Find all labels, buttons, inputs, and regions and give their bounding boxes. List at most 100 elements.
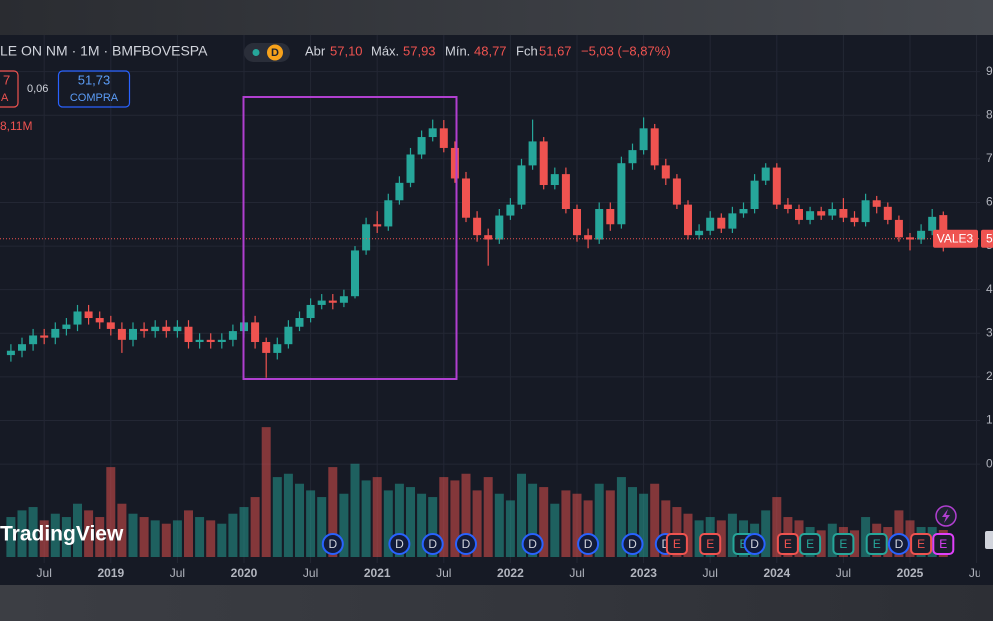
event-marker[interactable] <box>421 533 444 555</box>
candle-body <box>428 128 437 138</box>
event-marker[interactable] <box>799 533 822 555</box>
volume-bar <box>306 490 316 557</box>
y-tick-label: 70,00 <box>986 151 993 165</box>
candle-body <box>306 304 315 319</box>
event-marker[interactable] <box>455 533 477 555</box>
volume-bar <box>117 503 127 557</box>
event-marker[interactable] <box>832 533 855 555</box>
x-tick-label: 2025 <box>897 566 924 580</box>
volume-bar <box>361 480 371 557</box>
event-marker[interactable] <box>699 533 722 555</box>
y-tick-label: 0,00 <box>986 456 993 470</box>
candle-body <box>706 217 715 231</box>
volume-bar <box>295 483 304 557</box>
volume-bar <box>39 520 49 557</box>
candle-body <box>351 250 359 297</box>
candle-body <box>6 350 15 356</box>
volume-bar <box>561 490 571 557</box>
volume-bar <box>406 487 415 557</box>
candle-body <box>462 178 470 218</box>
volume-bar <box>439 477 449 557</box>
sell-button[interactable] <box>0 70 19 108</box>
event-marker[interactable] <box>910 533 933 555</box>
volume-bar <box>572 493 582 557</box>
candle-body <box>517 165 526 205</box>
alert-bolt <box>942 509 950 523</box>
x-tick-label: 2021 <box>364 566 391 580</box>
event-marker[interactable] <box>776 533 799 555</box>
event-marker[interactable] <box>865 533 888 555</box>
volume-bar <box>339 493 349 557</box>
volume-bar <box>539 487 549 557</box>
volume-bar <box>683 513 693 557</box>
candle-body <box>872 200 881 207</box>
event-marker[interactable] <box>577 533 600 555</box>
volume-bar <box>239 507 249 557</box>
volume-bar <box>106 467 116 557</box>
low-label: Mín. <box>445 43 470 58</box>
chart-background <box>0 35 993 585</box>
candle-body <box>528 141 537 166</box>
x-tick-label: Jul <box>303 566 318 580</box>
volume-bar <box>217 523 227 557</box>
x-tick-label: Jul <box>703 566 718 580</box>
volume-bar <box>6 517 16 557</box>
candle-body <box>273 344 282 353</box>
volume-bar <box>61 517 71 557</box>
volume-bar <box>550 503 560 557</box>
spread: 0,06 <box>27 83 48 95</box>
volume-bar <box>328 467 338 557</box>
candle-body <box>450 147 459 179</box>
volume-bar <box>850 530 859 557</box>
volume-bar <box>261 427 271 557</box>
event-marker[interactable] <box>932 533 955 555</box>
event-label: E <box>806 537 814 551</box>
candle-body <box>650 128 659 166</box>
volume-bar <box>184 510 193 557</box>
volume-bar <box>139 517 149 557</box>
event-marker[interactable] <box>621 533 644 555</box>
event-marker[interactable] <box>388 533 411 555</box>
symbol: LE ON NM · 1M · BMFBOVESPA <box>0 43 208 59</box>
event-label: D <box>528 537 537 551</box>
event-label: E <box>739 537 747 551</box>
event-label: E <box>939 537 947 551</box>
candle-body <box>317 300 326 305</box>
event-marker[interactable] <box>321 533 344 555</box>
volume-bar <box>605 490 615 557</box>
volume-bar <box>283 473 293 557</box>
candle-body <box>928 216 937 231</box>
candle-body <box>595 209 604 240</box>
event-label: D <box>750 537 759 551</box>
x-tick-label: Jul <box>969 566 984 580</box>
event-label: D <box>462 537 471 551</box>
volume-value: 8,11M <box>0 119 32 133</box>
candle-body <box>173 326 182 332</box>
candle-body <box>228 331 237 340</box>
volume-bar <box>672 507 682 557</box>
volume-bar <box>861 517 871 557</box>
volume-bar <box>250 497 260 557</box>
buy-button[interactable] <box>57 70 131 108</box>
volume-bar <box>483 477 493 557</box>
buy-price: 51,73 <box>78 72 111 87</box>
x-tick-label: Jul <box>37 566 52 580</box>
candle-body <box>84 311 93 319</box>
candle-body <box>162 326 171 332</box>
candle-body <box>506 204 515 216</box>
event-marker[interactable] <box>887 533 910 555</box>
candle-body <box>684 204 692 236</box>
candle-body <box>417 137 426 155</box>
event-label: D <box>628 537 637 551</box>
price-tag <box>981 229 993 248</box>
candle-body <box>40 335 49 338</box>
event-marker[interactable] <box>665 533 688 555</box>
market-dot <box>252 49 260 56</box>
event-marker[interactable] <box>521 533 544 555</box>
high-label: Máx. <box>371 43 399 58</box>
volume-bar <box>583 500 593 557</box>
price-tag-label: 51,67 <box>986 231 993 245</box>
high-value: 57,93 <box>403 43 436 58</box>
event-marker[interactable] <box>743 533 766 555</box>
x-tick-label: Jul <box>436 566 451 580</box>
